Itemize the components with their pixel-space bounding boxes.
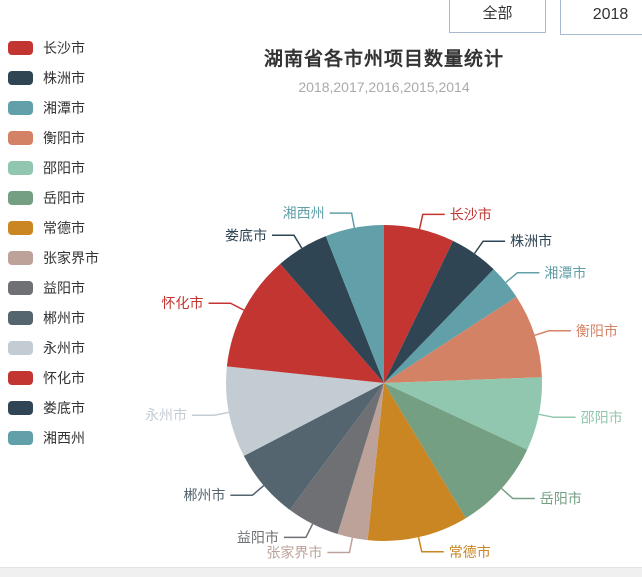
legend-color-swatch [8, 221, 33, 235]
slice-label-line [538, 413, 576, 419]
chart-legend: 长沙市株洲市湘潭市衡阳市邵阳市岳阳市常德市张家界市益阳市郴州市永州市怀化市娄底市… [8, 33, 99, 453]
chart-subtitle: 2018,2017,2016,2015,2014 [298, 79, 470, 95]
slice-label: 张家界市 [266, 545, 322, 561]
slice-label: 娄底市 [225, 227, 267, 243]
chart-header: 湖南省各市州项目数量统计 2018,2017,2016,2015,2014 [264, 44, 504, 95]
legend-item-label: 常德市 [43, 220, 85, 236]
pie-slice[interactable] [325, 224, 384, 383]
slice-label-line [192, 411, 229, 416]
slice-label-line [327, 537, 354, 554]
slice-label-line [534, 330, 571, 337]
slice-label-line [230, 484, 265, 496]
legend-item-label: 张家界市 [43, 250, 99, 266]
pie-slice[interactable] [337, 383, 385, 541]
slice-label: 湘潭市 [544, 265, 586, 281]
legend-item[interactable]: 湘西州 [8, 423, 99, 453]
legend-item[interactable]: 湘潭市 [8, 93, 99, 123]
slice-label: 株洲市 [510, 233, 552, 249]
filter-all-button[interactable]: 全部 [449, 0, 546, 33]
slice-label-line [283, 523, 314, 539]
legend-item-label: 娄底市 [43, 400, 85, 416]
pie-slice[interactable] [243, 383, 384, 510]
pie-slice[interactable] [289, 383, 384, 534]
slice-label: 永州市 [145, 407, 187, 423]
pie-slice[interactable] [384, 296, 542, 383]
slice-label: 怀化市 [162, 295, 204, 311]
legend-item[interactable]: 益阳市 [8, 273, 99, 303]
slice-label: 长沙市 [450, 206, 492, 222]
legend-item-label: 衡阳市 [43, 130, 85, 146]
legend-item[interactable]: 怀化市 [8, 363, 99, 393]
chart-title: 湖南省各市州项目数量统计 [263, 49, 505, 70]
legend-item[interactable]: 株洲市 [8, 63, 99, 93]
slice-label-line [417, 537, 444, 553]
legend-color-swatch [8, 281, 33, 295]
legend-color-swatch [8, 311, 33, 325]
legend-color-swatch [8, 401, 33, 415]
legend-color-swatch [8, 251, 33, 265]
legend-item[interactable]: 娄底市 [8, 393, 99, 423]
legend-item-label: 株洲市 [43, 70, 85, 86]
legend-item[interactable]: 郴州市 [8, 303, 99, 333]
legend-item[interactable]: 张家界市 [8, 243, 99, 273]
legend-item[interactable]: 常德市 [8, 213, 99, 243]
slice-label: 衡阳市 [576, 323, 618, 339]
slice-label: 邵阳市 [581, 409, 623, 425]
slice-label: 岳阳市 [540, 491, 582, 507]
slice-label-line [505, 272, 540, 283]
legend-color-swatch [8, 161, 33, 175]
legend-color-swatch [8, 41, 33, 55]
pie-slice[interactable] [384, 383, 528, 519]
legend-item-label: 湘西州 [43, 430, 85, 446]
legend-item-label: 岳阳市 [43, 190, 85, 206]
slice-label-line [473, 240, 506, 254]
slice-label: 常德市 [449, 544, 491, 560]
pie-slice[interactable] [226, 263, 384, 383]
slice-label-line [208, 302, 245, 311]
slice-label-line [501, 487, 535, 500]
pie-slice[interactable] [367, 383, 466, 541]
legend-color-swatch [8, 341, 33, 355]
legend-color-swatch [8, 431, 33, 445]
pie-slice[interactable] [280, 236, 384, 383]
legend-color-swatch [8, 371, 33, 385]
slice-label-line [418, 213, 445, 230]
legend-item[interactable]: 岳阳市 [8, 183, 99, 213]
pie-slice[interactable] [384, 377, 543, 450]
legend-item[interactable]: 永州市 [8, 333, 99, 363]
legend-color-swatch [8, 71, 33, 85]
legend-item-label: 永州市 [43, 340, 85, 356]
slice-label-line [272, 234, 303, 249]
legend-item-label: 湘潭市 [43, 100, 85, 116]
slice-label-line [329, 212, 356, 228]
pie-slice[interactable] [384, 269, 517, 383]
legend-item-label: 怀化市 [43, 370, 85, 386]
pie-slice[interactable] [384, 225, 454, 383]
slice-label: 郴州市 [183, 487, 225, 503]
legend-color-swatch [8, 191, 33, 205]
pie-slice[interactable] [226, 366, 384, 456]
legend-item-label: 长沙市 [43, 40, 85, 56]
legend-item-label: 邵阳市 [43, 160, 85, 176]
bottom-page-strip [0, 567, 642, 577]
pie-slice[interactable] [384, 240, 494, 383]
filter-year-2018-button[interactable]: 2018 [560, 0, 642, 35]
legend-color-swatch [8, 131, 33, 145]
legend-item-label: 益阳市 [43, 280, 85, 296]
legend-item[interactable]: 衡阳市 [8, 123, 99, 153]
slice-label: 益阳市 [237, 529, 279, 545]
legend-item[interactable]: 邵阳市 [8, 153, 99, 183]
slice-label: 湘西州 [283, 205, 325, 221]
legend-item[interactable]: 长沙市 [8, 33, 99, 63]
legend-item-label: 郴州市 [43, 310, 85, 326]
legend-color-swatch [8, 101, 33, 115]
